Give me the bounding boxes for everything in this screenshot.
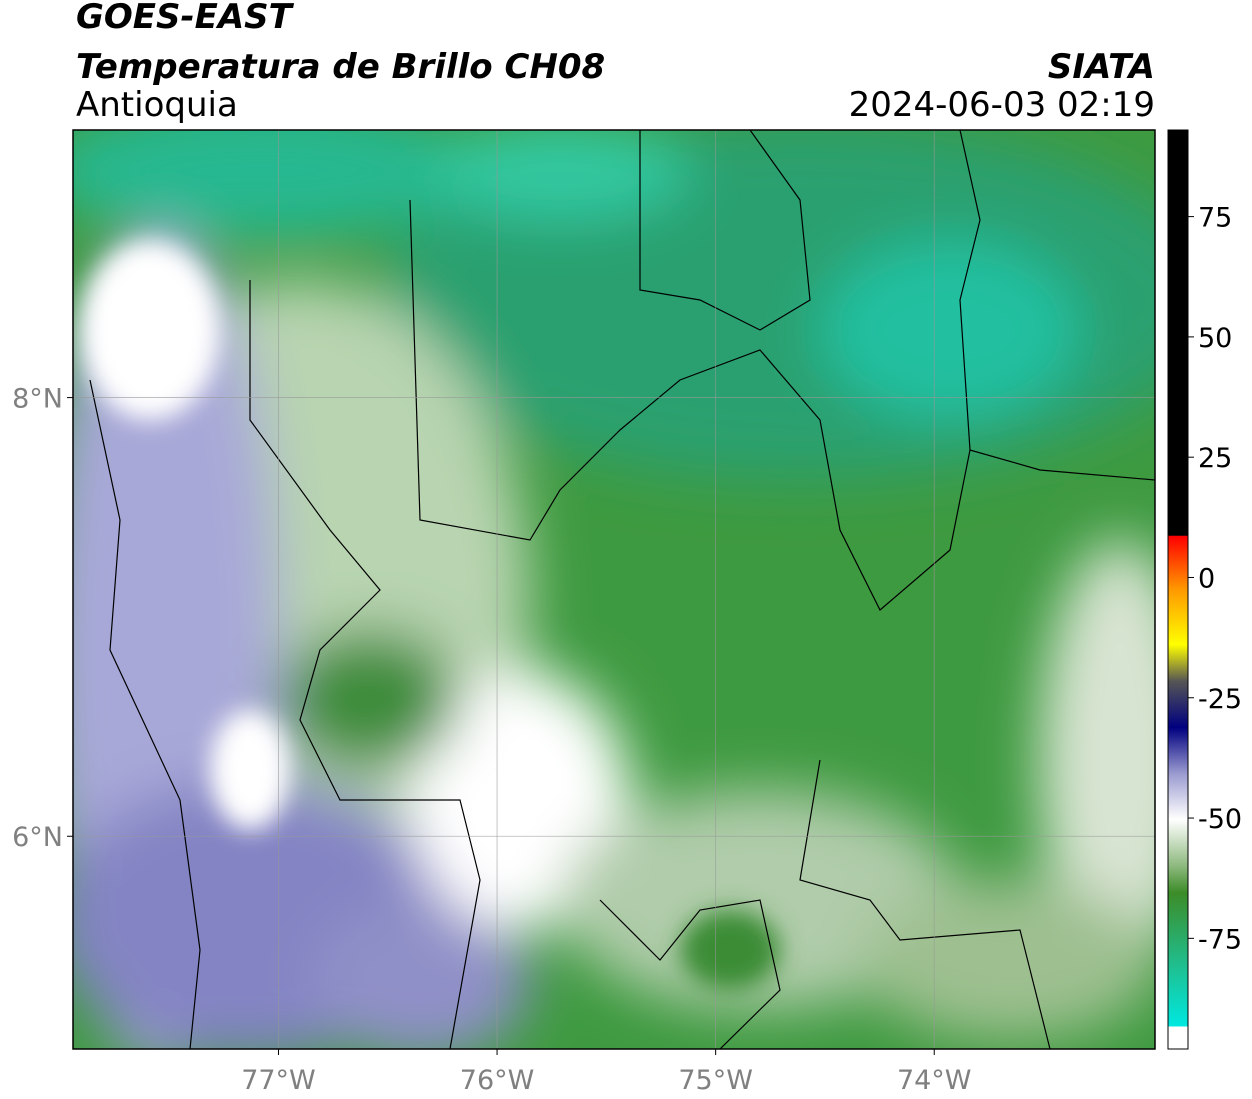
colorbar-tick-label: 25 — [1198, 443, 1232, 474]
colorbar-tick-label: -50 — [1198, 804, 1242, 835]
colorbar-tick-label: 0 — [1198, 563, 1215, 594]
colorbar — [1167, 129, 1189, 1050]
x-tick-label: 77°W — [241, 1065, 316, 1096]
title: GOES-EAST — [76, 0, 295, 37]
grid — [73, 130, 1155, 1049]
colorbar-tick-label: 50 — [1198, 323, 1232, 354]
colorbar-tick-label: -75 — [1198, 924, 1242, 955]
x-tick-label: 75°W — [678, 1065, 753, 1096]
region: Antioquia — [76, 85, 238, 125]
colorbar-tick-label: -25 — [1198, 684, 1242, 715]
satellite-image — [73, 130, 1155, 1049]
y-tick-label: 6°N — [12, 822, 63, 853]
timestamp: 2024-06-03 02:19 — [849, 85, 1155, 125]
x-tick-label: 76°W — [460, 1065, 535, 1096]
source: SIATA — [1048, 47, 1155, 87]
y-tick-label: 8°N — [12, 384, 63, 415]
borders — [89, 130, 1155, 1049]
subtitle: Temperatura de Brillo CH08 — [76, 47, 605, 87]
map-frame — [72, 129, 1156, 1050]
x-tick-label: 74°W — [897, 1065, 972, 1096]
colorbar-tick-label: 75 — [1198, 203, 1232, 234]
